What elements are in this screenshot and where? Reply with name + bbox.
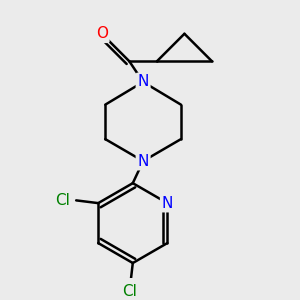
- Text: O: O: [96, 26, 108, 41]
- Text: N: N: [137, 154, 149, 169]
- Text: Cl: Cl: [122, 284, 137, 299]
- Text: N: N: [137, 74, 149, 89]
- Text: Cl: Cl: [55, 193, 70, 208]
- Text: N: N: [162, 196, 173, 211]
